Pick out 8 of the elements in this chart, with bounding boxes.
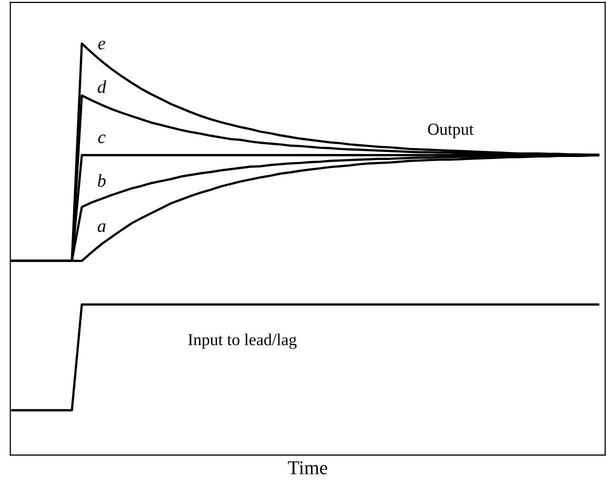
series-label: e: [98, 40, 106, 50]
annotation: Output: [428, 124, 474, 138]
x-axis-title: Time: [288, 461, 328, 474]
annotation: Input to lead/lag: [188, 334, 297, 349]
series-label: c: [98, 134, 106, 144]
series-label: a: [98, 223, 106, 232]
series-label: d: [98, 80, 106, 94]
series-label: b: [98, 174, 106, 187]
